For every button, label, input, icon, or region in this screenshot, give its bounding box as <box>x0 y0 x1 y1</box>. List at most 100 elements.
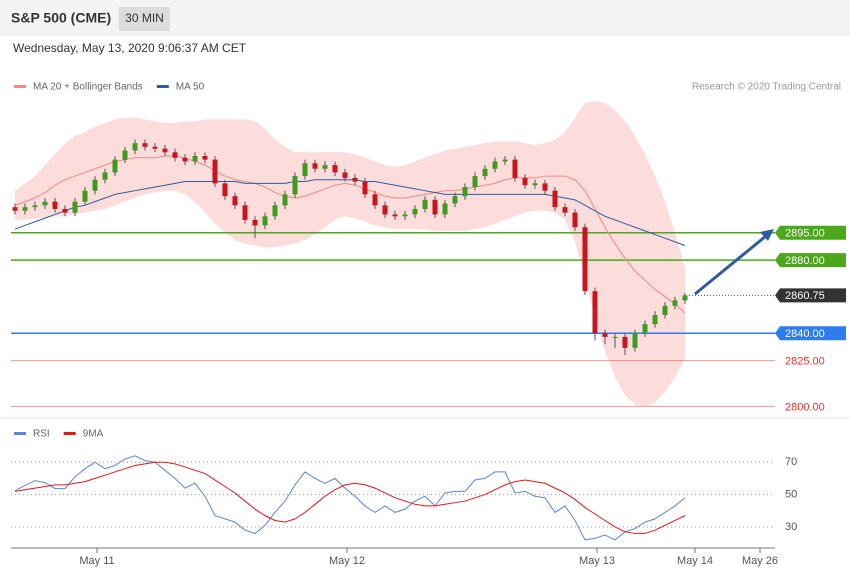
level-label: 2840.00 <box>785 328 825 340</box>
candle-body <box>132 143 138 151</box>
candle-body <box>92 179 98 191</box>
candle-body <box>172 152 178 158</box>
candle-body <box>162 148 168 153</box>
candle-body <box>462 187 468 197</box>
candle-body <box>212 159 218 184</box>
candle-body <box>182 157 188 162</box>
candle-body <box>262 216 268 226</box>
y-tick-label: 70 <box>785 456 797 468</box>
candle-body <box>512 159 518 178</box>
candle-body <box>382 205 388 215</box>
y-tick-label: 30 <box>785 521 797 533</box>
level-badge <box>775 253 846 268</box>
x-tick-label: May 11 <box>79 555 114 567</box>
candle-body <box>422 199 428 209</box>
candle-body <box>502 159 508 162</box>
candle-body <box>352 177 358 182</box>
level-badge <box>775 326 846 341</box>
ma-line <box>14 179 686 246</box>
candle-body <box>592 291 598 334</box>
legend-label: MA 20 + Bollinger Bands <box>33 82 143 93</box>
legend-swatch <box>14 85 26 88</box>
level-badge <box>775 288 846 303</box>
candle-body <box>82 190 88 202</box>
level-label: 2895.00 <box>785 228 825 240</box>
candle-body <box>252 219 258 226</box>
level-label: 2860.75 <box>785 290 825 302</box>
candle-body <box>112 159 118 173</box>
forecast-arrow <box>694 234 767 296</box>
level-label: 2800.00 <box>785 401 825 413</box>
candle-body <box>632 333 638 348</box>
candle-body <box>532 183 538 186</box>
candle-body <box>552 190 558 208</box>
candle-body <box>142 143 148 147</box>
legend-swatch <box>63 432 76 435</box>
candle-body <box>642 324 648 334</box>
candle-body <box>402 214 408 217</box>
candle-body <box>282 194 288 206</box>
candle-body <box>122 150 128 160</box>
candle-body <box>232 196 238 206</box>
candle-body <box>42 201 48 206</box>
rsi-line <box>14 461 686 534</box>
candle-body <box>602 333 608 337</box>
price-panel: 2895.00 2880.00 2860.75 2840.00 2825.00 2800.… <box>11 82 846 413</box>
candle-body <box>432 199 438 215</box>
interval-badge <box>119 7 170 31</box>
candle-body <box>562 207 568 213</box>
candle-body <box>272 205 278 217</box>
candle-body <box>72 201 78 213</box>
level-label: 2880.00 <box>785 255 825 267</box>
rsi-panel: 30 50 70 May 11 May 12 May 13 May 14 May 26 RSI 9… <box>11 429 797 567</box>
candle-body <box>102 172 108 180</box>
candle-body <box>332 165 338 173</box>
candle-body <box>32 205 38 208</box>
candle-body <box>342 172 348 178</box>
candle-body <box>152 146 158 149</box>
candle-body <box>652 314 658 325</box>
level-label: 2825.00 <box>785 356 825 368</box>
candle-body <box>672 300 678 306</box>
legend-label: 9MA <box>83 429 104 440</box>
title: S&P 500 (CME) <box>11 10 111 26</box>
candle-body <box>52 201 58 209</box>
level-badge <box>775 225 846 240</box>
candle-body <box>522 177 528 186</box>
candle-body <box>682 295 688 301</box>
candle-body <box>492 161 498 169</box>
candle-body <box>12 207 18 211</box>
credit: Research © 2020 Trading Central <box>692 82 841 93</box>
candle-body <box>312 163 318 169</box>
candle-body <box>202 155 208 160</box>
candle-body <box>542 183 548 191</box>
candle-body <box>362 181 368 195</box>
x-tick-label: May 14 <box>677 555 713 567</box>
interval: 30 MIN <box>125 11 164 25</box>
candle-body <box>452 196 458 204</box>
x-tick-label: May 13 <box>579 555 615 567</box>
candle-body <box>292 176 298 195</box>
candle-body <box>192 155 198 162</box>
legend-swatch <box>156 85 169 88</box>
legend-label: RSI <box>33 429 50 440</box>
legend-swatch <box>14 432 26 435</box>
candle-body <box>482 168 488 177</box>
candle-body <box>22 207 28 211</box>
candle-body <box>302 163 308 177</box>
candle-body <box>472 176 478 188</box>
candle-body <box>62 208 68 213</box>
candle-body <box>442 203 448 215</box>
candle-body <box>582 227 588 292</box>
x-tick-label: May 26 <box>742 555 778 567</box>
rsi-line <box>14 455 686 541</box>
candle-body <box>222 183 228 197</box>
legend-label: MA 50 <box>176 82 205 93</box>
forecast-arrowhead <box>760 229 774 241</box>
timestamp: Wednesday, May 13, 2020 9:06:37 AM CET <box>13 41 247 55</box>
candle-body <box>572 212 578 228</box>
candle-body <box>412 208 418 215</box>
candle-body <box>662 305 668 315</box>
